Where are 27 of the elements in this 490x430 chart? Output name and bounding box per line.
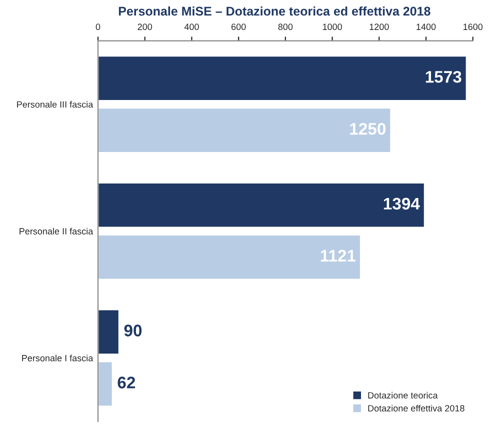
bar xyxy=(98,182,426,228)
data-label: 1573 xyxy=(426,70,462,83)
bar xyxy=(98,360,114,408)
legend-label: Dotazione teorica xyxy=(368,392,438,399)
y-tick-label: Personale II fascia xyxy=(20,228,94,234)
x-tick-label: 1400 xyxy=(416,24,436,30)
y-tick-label: Personale III fascia xyxy=(17,101,94,108)
x-tick-label: 600 xyxy=(231,24,246,30)
bar xyxy=(98,308,120,356)
x-tick-label: 1600 xyxy=(464,24,483,30)
chart-title: Personale MiSE – Dotazione teorica ed effettiva 2018 xyxy=(118,6,430,16)
data-label: 1121 xyxy=(320,250,356,262)
x-tick-label: 1200 xyxy=(370,24,389,30)
x-tick-label: 800 xyxy=(278,24,293,30)
bar xyxy=(98,55,468,102)
legend-label: Dotazione effettiva 2018 xyxy=(368,404,464,412)
data-label: 1394 xyxy=(384,198,420,210)
data-label: 62 xyxy=(118,376,136,388)
x-tick-label: 0 xyxy=(96,24,100,30)
data-label: 90 xyxy=(124,324,142,336)
y-tick-label: Personale I fascia xyxy=(22,354,94,362)
data-label: 1250 xyxy=(350,122,386,135)
bar xyxy=(98,107,392,154)
x-tick-label: 200 xyxy=(138,24,152,30)
bar xyxy=(98,234,362,280)
x-tick-label: 400 xyxy=(184,24,199,30)
x-tick-label: 1000 xyxy=(322,24,342,30)
